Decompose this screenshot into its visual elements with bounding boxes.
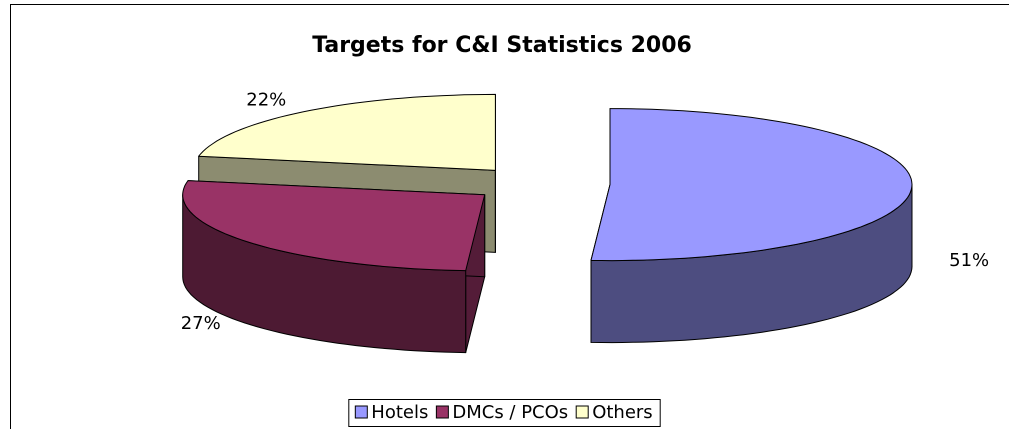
legend-swatch <box>575 405 589 419</box>
legend-swatch <box>354 405 368 419</box>
slice-top <box>198 93 496 171</box>
data-label: 27% <box>181 313 221 334</box>
legend-label: Others <box>592 402 653 423</box>
data-label: 22% <box>246 90 286 111</box>
legend-label: Hotels <box>371 402 428 423</box>
legend: Hotels DMCs / PCOs Others <box>348 399 661 427</box>
data-label: 51% <box>949 250 989 271</box>
pie-slice <box>182 180 486 354</box>
pie-slice <box>590 108 913 344</box>
slice-top <box>182 180 486 272</box>
chart-title: Targets for C&I Statistics 2006 <box>312 33 692 58</box>
plot: 51% 27% 22% <box>181 90 989 354</box>
legend-swatch <box>435 405 449 419</box>
slice-top <box>590 108 913 262</box>
legend-box <box>348 399 661 427</box>
legend-label: DMCs / PCOs <box>452 402 568 423</box>
